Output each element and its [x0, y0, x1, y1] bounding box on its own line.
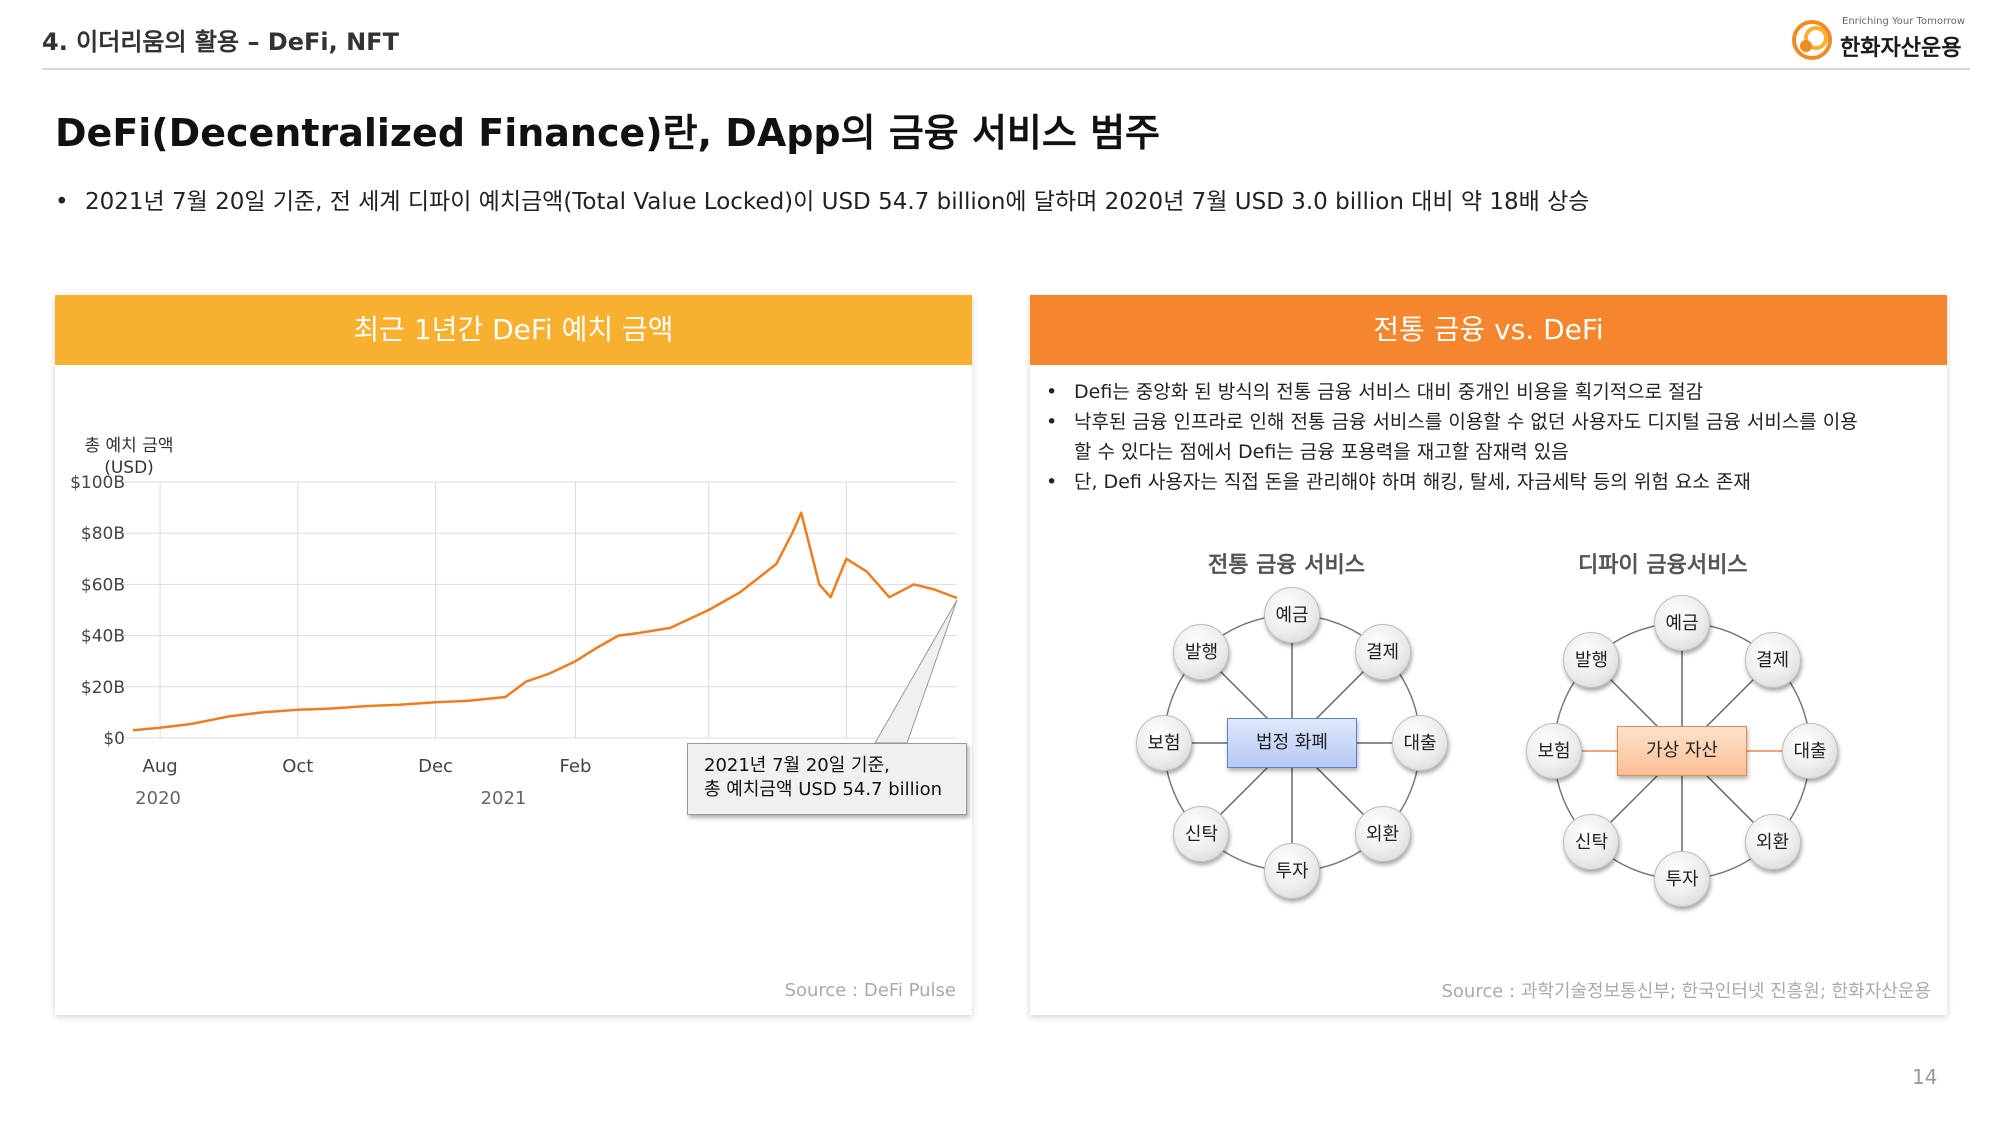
- logo-name: 한화자산운용: [1840, 36, 1962, 61]
- diagram-center: 가상 자산: [1617, 726, 1747, 776]
- diagram-center: 법정 화폐: [1227, 718, 1357, 768]
- diagram-node: 신탁: [1173, 805, 1230, 862]
- tvl-line-chart: 총 예치 금액(USD) $0 $20B $40B $60B $80B $100B Aug Oc…: [70, 436, 958, 809]
- diagram-node: 결제: [1744, 632, 1801, 689]
- main-bullet-text: 2021년 7월 20일 기준, 전 세계 디파이 예치금액(Total Val…: [85, 189, 1590, 215]
- diagram-node: 보험: [1136, 715, 1192, 771]
- comparison-bullet: • Defi는 중앙화 된 방식의 전통 금융 서비스 대비 중개인 비용을 획기…: [1040, 377, 1940, 407]
- diagram-connectors: [1553, 622, 1811, 880]
- diagram-node: 대출: [1392, 715, 1448, 771]
- tvl-callout: 2021년 7월 20일 기준, 총 예치금액 USD 54.7 billion: [687, 743, 967, 815]
- comparison-panel: 전통 금융 vs. DeFi • Defi는 중앙화 된 방식의 전통 금융 서비…: [1030, 295, 1947, 1015]
- tvl-series-line: [132, 511, 958, 732]
- logo-tagline: Enriching Your Tomorrow: [1842, 16, 1966, 27]
- comparison-bullet: • 낙후된 금융 인프라로 인해 전통 금융 서비스를 이용할 수 없던 사용자도…: [1040, 407, 1940, 437]
- comparison-panel-title: 전통 금융 vs. DeFi: [1030, 295, 1947, 365]
- comparison-source: Source : 과학기술정보통신부; 한국인터넷 진흥원; 한화자산운용: [1441, 981, 1931, 1002]
- y-tick-label: $40B: [81, 627, 125, 647]
- y-tick-label: $20B: [81, 678, 125, 698]
- bullet-dot: •: [1046, 381, 1058, 403]
- top-bar: 4. 이더리움의 활용 – DeFi, NFT Enriching Your T…: [0, 0, 1999, 70]
- callout-pointer: [874, 599, 958, 744]
- comparison-bullet-text: 단, Defi 사용자는 직접 돈을 관리해야 하며 해킹, 탈세, 자금세탁 …: [1074, 471, 1751, 493]
- diagram-node: 발행: [1173, 624, 1230, 681]
- section-title: 4. 이더리움의 활용 – DeFi, NFT: [42, 28, 399, 56]
- year-label: 2020: [135, 788, 181, 809]
- bullet-dot: •: [1046, 411, 1058, 433]
- diagram-node: 예금: [1264, 587, 1320, 643]
- comparison-bullet-text: Defi는 중앙화 된 방식의 전통 금융 서비스 대비 중개인 비용을 획기적…: [1074, 381, 1704, 403]
- bullet-dot: •: [1046, 471, 1058, 493]
- diagram-node: 대출: [1782, 723, 1838, 779]
- y-tick-label: $100B: [70, 473, 125, 493]
- diagram-node: 외환: [1354, 805, 1411, 862]
- x-tick-label: Aug: [143, 756, 178, 777]
- diagram-node: 외환: [1744, 813, 1801, 870]
- diagram-node: 발행: [1563, 632, 1620, 689]
- bullet-dot: •: [55, 189, 69, 215]
- header-divider: [42, 68, 1970, 70]
- x-tick-label: Oct: [282, 756, 313, 777]
- comparison-bullet-text: 할 수 있다는 점에서 Defi는 금융 포용력을 재고할 잠재력 있음: [1074, 441, 1569, 463]
- comparison-bullet-text: 낙후된 금융 인프라로 인해 전통 금융 서비스를 이용할 수 없던 사용자도 …: [1074, 411, 1858, 433]
- y-tick-label: $80B: [81, 524, 125, 544]
- page-number: 14: [1912, 1065, 1938, 1089]
- y-tick-label: $60B: [81, 575, 125, 595]
- y-axis-label-unit: (USD): [104, 458, 154, 478]
- y-axis-label: 총 예치 금액: [84, 436, 173, 456]
- diagram-node: 투자: [1654, 851, 1710, 907]
- logo-swirl-icon: [1792, 20, 1832, 60]
- y-tick-label: $0: [103, 729, 125, 749]
- comparison-bullets: • Defi는 중앙화 된 방식의 전통 금융 서비스 대비 중개인 비용을 획기…: [1040, 377, 1940, 497]
- callout-line-2: 총 예치금액 USD 54.7 billion: [704, 779, 943, 800]
- diagram-node: 보험: [1526, 723, 1582, 779]
- diagram-node: 예금: [1654, 595, 1710, 651]
- x-tick-label: Feb: [560, 756, 592, 777]
- page-title: DeFi(Decentralized Finance)란, DApp의 금융 서…: [55, 111, 1160, 155]
- defi-diagram-title: 디파이 금융서비스: [1578, 553, 1748, 578]
- chart-source: Source : DeFi Pulse: [784, 980, 956, 1001]
- traditional-diagram-title: 전통 금융 서비스: [1208, 553, 1365, 578]
- company-logo: Enriching Your Tomorrow 한화자산운용: [1790, 14, 1970, 64]
- main-bullet: • 2021년 7월 20일 기준, 전 세계 디파이 예치금액(Total Va…: [55, 182, 1589, 216]
- comparison-bullet: • 단, Defi 사용자는 직접 돈을 관리해야 하며 해킹, 탈세, 자금세탁…: [1040, 467, 1940, 497]
- year-label: 2021: [481, 788, 527, 809]
- comparison-bullet-continuation: 할 수 있다는 점에서 Defi는 금융 포용력을 재고할 잠재력 있음: [1040, 437, 1940, 467]
- x-tick-label: Dec: [418, 756, 453, 777]
- tvl-chart-panel: 최근 1년간 DeFi 예치 금액 총 예치 금액 (USD) $0 $20B $40B…: [55, 295, 972, 1015]
- diagram-node: 투자: [1264, 843, 1320, 899]
- callout-line-1: 2021년 7월 20일 기준,: [704, 755, 890, 776]
- diagram-node: 결제: [1354, 624, 1411, 681]
- tvl-chart-panel-title: 최근 1년간 DeFi 예치 금액: [55, 295, 972, 365]
- diagram-node: 신탁: [1563, 813, 1620, 870]
